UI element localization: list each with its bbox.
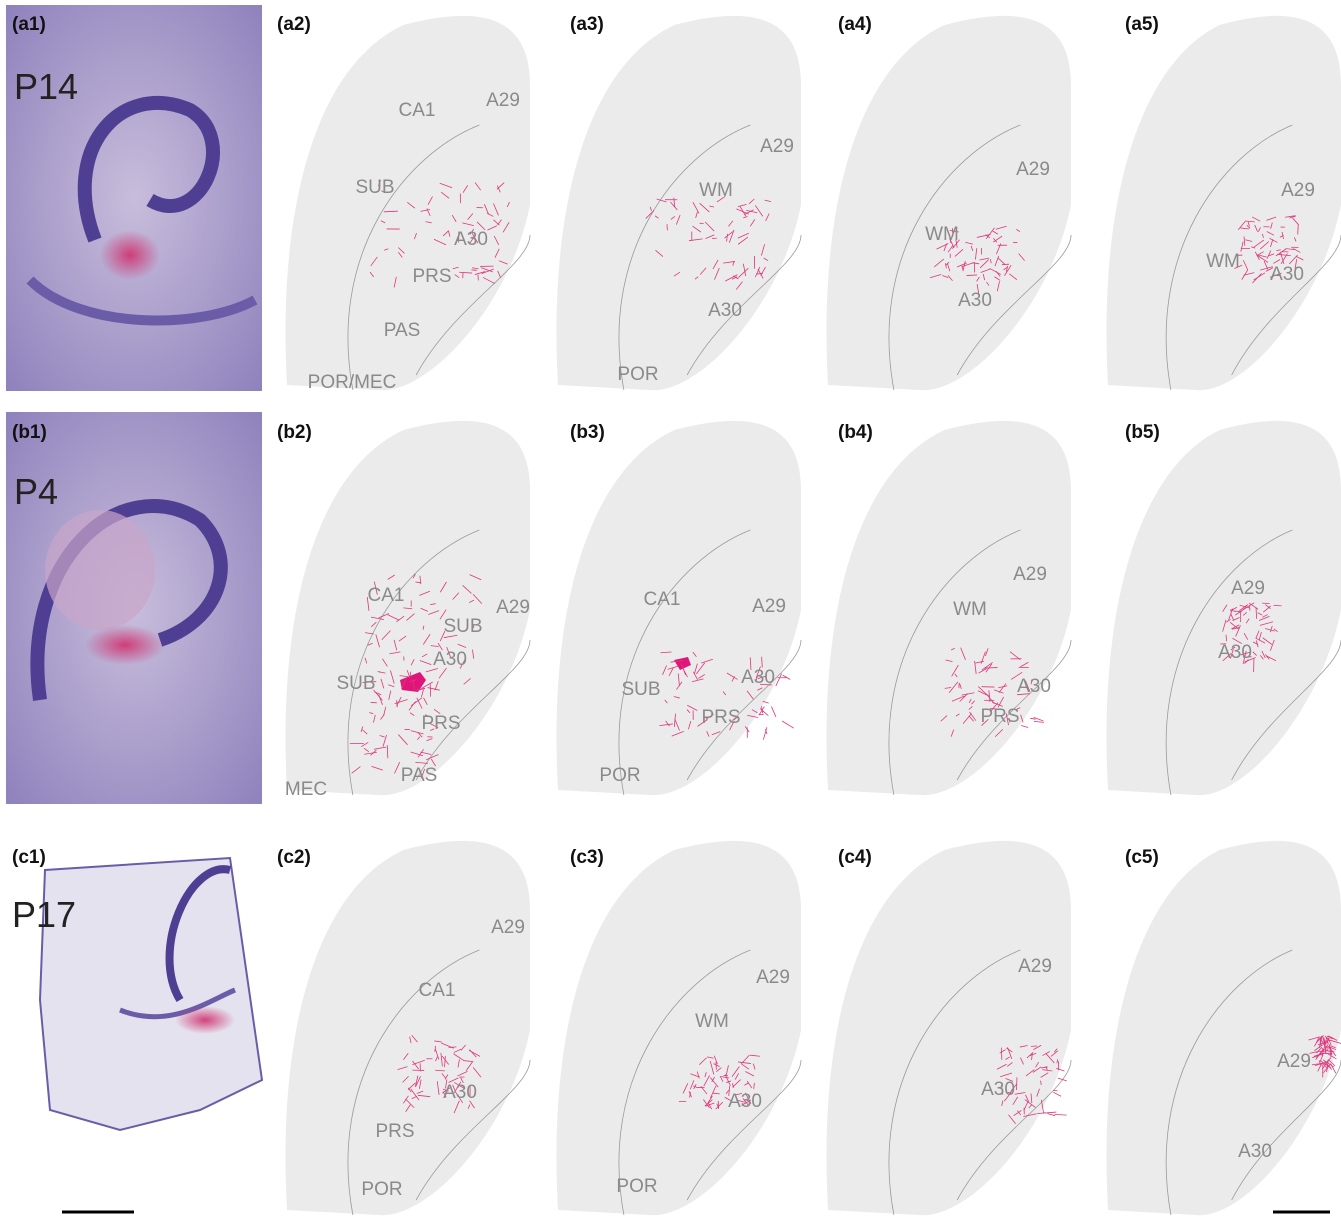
- fiber: [1053, 1092, 1061, 1096]
- fiber: [763, 727, 767, 739]
- brain-slice: [556, 841, 801, 1215]
- region-label: A30: [1017, 676, 1051, 697]
- region-label: PRS: [980, 706, 1019, 727]
- region-label: A29: [486, 90, 520, 111]
- region-label: PRS: [701, 707, 740, 728]
- region-label: A29: [760, 136, 794, 157]
- panel-label: (a5): [1125, 14, 1159, 35]
- fiber: [1034, 721, 1044, 722]
- region-label: A30: [433, 649, 467, 670]
- region-label: A30: [981, 1079, 1015, 1100]
- region-label: CA1: [644, 589, 681, 610]
- brain-slice: [1106, 16, 1341, 390]
- region-label: A30: [1238, 1141, 1272, 1162]
- region-label: A29: [1231, 578, 1265, 599]
- brain-slice: [826, 841, 1071, 1215]
- fiber: [1055, 1114, 1067, 1115]
- region-label: A30: [1270, 264, 1304, 285]
- region-label: A29: [496, 597, 530, 618]
- region-label: A30: [728, 1091, 762, 1112]
- region-label: POR: [617, 364, 658, 385]
- region-label: WM: [925, 224, 959, 245]
- fiber: [1045, 1112, 1057, 1113]
- panel-label: (c5): [1125, 847, 1159, 868]
- brain-slice: [285, 841, 530, 1215]
- region-label: A29: [1281, 180, 1315, 201]
- panel-label: (b2): [277, 422, 312, 443]
- region-label: A29: [1018, 956, 1052, 977]
- region-label: PAS: [384, 320, 421, 341]
- region-label: A29: [1013, 564, 1047, 585]
- fiber: [1274, 605, 1282, 606]
- region-label: WM: [1206, 251, 1240, 272]
- age-label: P17: [12, 894, 76, 935]
- fiber: [1298, 224, 1299, 234]
- fiber: [1048, 1114, 1055, 1116]
- region-label: POR: [599, 765, 640, 786]
- region-label: WM: [699, 180, 733, 201]
- figure: (a1)P14CA1A29SUBA30PRSPASPOR/MEC(a2)A29W…: [0, 0, 1341, 1224]
- region-label: SUB: [621, 679, 660, 700]
- region-label: A30: [708, 300, 742, 321]
- region-label: POR/MEC: [308, 372, 397, 393]
- region-label: SUB: [355, 177, 394, 198]
- age-label: P4: [14, 471, 58, 512]
- panel-label: (b5): [1125, 422, 1160, 443]
- region-label: MEC: [285, 779, 327, 800]
- region-label: A29: [491, 917, 525, 938]
- region-label: A29: [1016, 159, 1050, 180]
- fiber: [1002, 264, 1009, 265]
- region-label: CA1: [368, 585, 405, 606]
- fiber: [1021, 726, 1028, 728]
- panel-label: (a4): [838, 14, 872, 35]
- panel-label: (c1): [12, 847, 46, 868]
- region-label: A30: [958, 290, 992, 311]
- fiber: [1053, 1090, 1057, 1091]
- region-label: POR: [361, 1179, 402, 1200]
- fiber: [1030, 718, 1035, 719]
- brain-slice: [826, 421, 1071, 795]
- region-label: A30: [443, 1082, 477, 1103]
- fiber: [782, 721, 794, 728]
- panel-label: (b1): [12, 422, 47, 443]
- fiber: [771, 707, 776, 717]
- panel-label: (a3): [570, 14, 604, 35]
- region-label: WM: [953, 599, 987, 620]
- region-label: A29: [1277, 1051, 1311, 1072]
- brain-slice: [826, 16, 1071, 390]
- panel-label: (c3): [570, 847, 604, 868]
- region-label: SUB: [443, 616, 482, 637]
- panel-label: (b3): [570, 422, 605, 443]
- brain-slice: [556, 16, 801, 390]
- region-label: A30: [454, 229, 488, 250]
- panel-label: (c4): [838, 847, 872, 868]
- region-label: PRS: [421, 713, 460, 734]
- nissl-a1: [6, 5, 262, 391]
- region-label: PRS: [375, 1121, 414, 1142]
- fiber: [397, 700, 398, 707]
- region-label: CA1: [399, 100, 436, 121]
- region-label: A29: [752, 596, 786, 617]
- region-label: A30: [1218, 642, 1252, 663]
- region-label: A29: [756, 967, 790, 988]
- panel-label: (a2): [277, 14, 311, 35]
- region-label: SUB: [336, 673, 375, 694]
- region-label: CA1: [419, 980, 456, 1001]
- region-label: A30: [741, 667, 775, 688]
- brain-slice: [1106, 421, 1341, 795]
- brain-slice: [1106, 841, 1341, 1215]
- fiber: [783, 675, 791, 679]
- region-label: WM: [695, 1011, 729, 1032]
- panel-label: (c2): [277, 847, 311, 868]
- panel-label: (a1): [12, 14, 46, 35]
- panel-label: (b4): [838, 422, 873, 443]
- region-label: POR: [616, 1176, 657, 1197]
- region-label: PRS: [412, 266, 451, 287]
- age-label: P14: [14, 66, 78, 107]
- region-label: PAS: [401, 765, 438, 786]
